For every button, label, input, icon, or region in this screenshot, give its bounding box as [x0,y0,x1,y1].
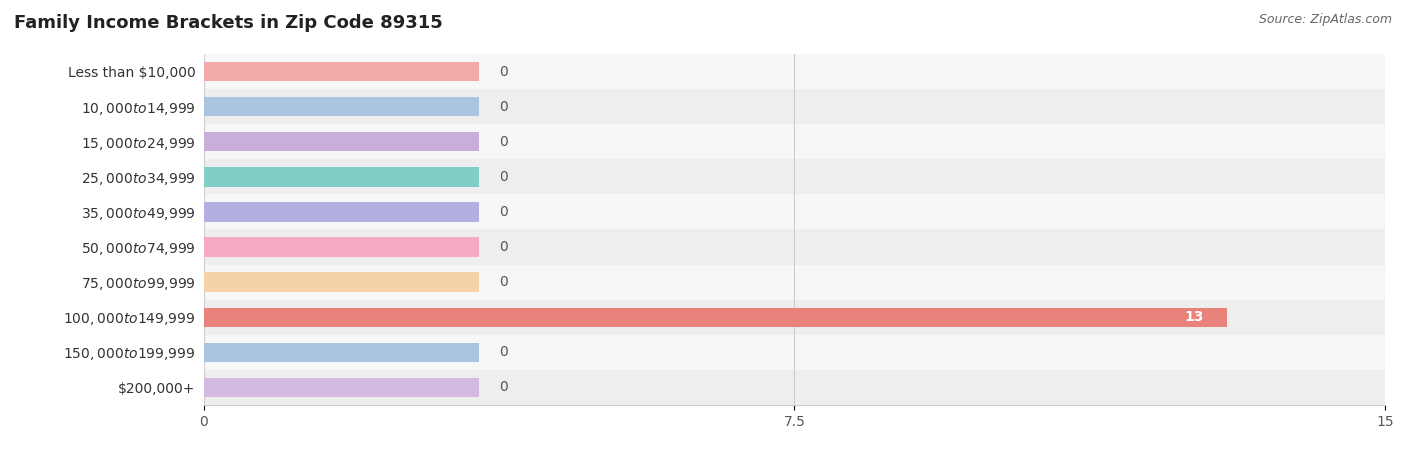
Text: 0: 0 [499,205,508,219]
Bar [204,202,479,221]
Text: Source: ZipAtlas.com: Source: ZipAtlas.com [1258,14,1392,27]
Text: 0: 0 [499,64,508,79]
Bar [204,300,1385,335]
Bar [204,343,479,362]
Bar [204,194,1385,230]
Text: Family Income Brackets in Zip Code 89315: Family Income Brackets in Zip Code 89315 [14,14,443,32]
Bar [204,378,479,397]
Bar [204,132,479,151]
Bar [204,335,1385,370]
Text: 0: 0 [499,170,508,184]
Text: 13: 13 [1184,310,1204,324]
Bar [204,124,1385,159]
Bar [204,273,479,292]
Bar [204,238,479,256]
Bar [204,370,1385,405]
Bar [204,62,479,81]
Text: 0: 0 [499,99,508,114]
Bar [204,230,1385,265]
Bar [204,167,479,186]
Text: 0: 0 [499,240,508,254]
Bar [204,89,1385,124]
Text: 0: 0 [499,380,508,395]
Bar [204,265,1385,300]
Bar [204,97,479,116]
Text: 0: 0 [499,345,508,360]
Text: 0: 0 [499,275,508,289]
Text: 0: 0 [499,135,508,149]
Bar [204,159,1385,194]
Bar [204,54,1385,89]
Bar [204,308,1227,327]
